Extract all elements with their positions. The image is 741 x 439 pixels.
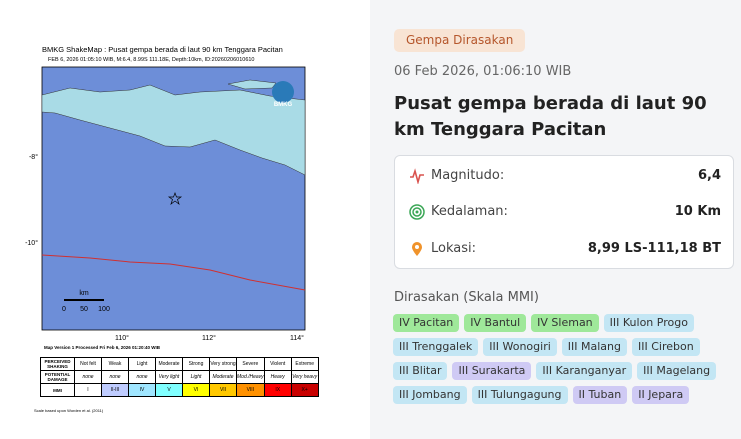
badge: Gempa Dirasakan: [394, 29, 526, 52]
legend-cell: Not felt: [74, 357, 102, 371]
lon-label: 110°: [115, 334, 129, 342]
detail-value: 8,99 LS-111,18 BT: [587, 241, 721, 256]
mmi-tag: III Blitar: [393, 362, 448, 380]
title: Pusat gempa berada di laut 90 km Tenggar…: [394, 93, 707, 140]
legend-cell: IV: [128, 383, 156, 397]
legend-cell: Weak: [101, 357, 129, 371]
detail-label: Lokasi:: [431, 241, 476, 256]
mmi-tag: III Karanganyar: [536, 362, 633, 380]
legend-header: POTENTIAL DAMAGE: [40, 370, 75, 384]
legend-cell: II-III: [101, 383, 129, 397]
felt-title: Dirasakan (Skala MMI): [394, 290, 539, 305]
mmi-tag: III Malang: [561, 338, 627, 356]
legend-cell: Violent: [263, 357, 292, 371]
legend-cell: Severe: [236, 357, 265, 371]
legend-header: PERCEIVED SHAKING: [40, 357, 75, 371]
detail-row: Magnitudo: 6,4: [409, 166, 721, 186]
legend-cell: none: [128, 370, 156, 384]
detail-value: 6,4: [697, 168, 721, 183]
detail-row: Kedalaman: 10 Km: [409, 202, 721, 222]
legend-cell: Very light: [155, 370, 183, 384]
madura-land: [227, 79, 277, 90]
legend-cell: V: [155, 383, 183, 397]
mmi-legend: PERCEIVED SHAKING Not felt Weak Light Modera…: [40, 357, 319, 397]
legend-header: MMI: [40, 383, 75, 397]
footnote: Scale based upon Worden et al. (2011): [34, 408, 104, 413]
mmi-tag: IV Bantul: [464, 314, 527, 332]
mmi-tag: III Cirebon: [632, 338, 700, 356]
lat-label: -8°: [29, 153, 38, 161]
mmi-tag: III Trenggalek: [393, 338, 479, 356]
legend-cell: VII: [209, 383, 237, 397]
logo-text: BMKG: [274, 102, 293, 108]
legend-cell: Mod./Heavy: [236, 370, 265, 384]
legend-cell: Extreme: [290, 357, 319, 371]
legend-row: MMI I II-III IV V VI VII VIII IX X+: [40, 383, 319, 397]
felt-list: IV Pacitan IV Bantul IV Sleman III Kulon Pr…: [393, 314, 738, 404]
mmi-tag: III Jombang: [393, 386, 467, 404]
legend-row: POTENTIAL DAMAGE none none none Very light Li…: [40, 370, 319, 384]
icon-location: [412, 242, 422, 256]
legend-cell: none: [74, 370, 102, 384]
scale-label: 100: [98, 306, 110, 313]
scale-unit: km: [79, 290, 89, 297]
lon-label: 114°: [290, 334, 304, 342]
legend-cell: Moderate: [209, 370, 237, 384]
detail-card: Magnitudo: 6,4 Kedalaman: 10 Km Lokasi: …: [394, 155, 734, 269]
scale-label: 0: [62, 306, 66, 313]
mmi-tag: II Jepara: [632, 386, 690, 404]
legend-cell: VIII: [236, 383, 265, 397]
mmi-tag: III Kulon Progo: [603, 314, 694, 332]
detail-row: Lokasi: 8,99 LS-111,18 BT: [409, 239, 721, 259]
legend-cell: none: [101, 370, 129, 384]
lat-label: -10°: [25, 239, 38, 247]
detail-label: Kedalaman:: [431, 204, 508, 219]
legend-row: PERCEIVED SHAKING Not felt Weak Light Modera…: [40, 357, 319, 371]
legend-cell: Light: [128, 357, 156, 371]
map-title: BMKG ShakeMap : Pusat gempa berada di la…: [42, 45, 283, 54]
logo-icon: [272, 81, 294, 103]
legend-cell: Moderate: [155, 357, 183, 371]
map-subtitle: FEB 6, 2026 01:05:10 WIB, M:6.4, 8.99S 1…: [48, 57, 255, 63]
mmi-tag: IV Sleman: [531, 314, 599, 332]
icon-magnitude: [410, 168, 424, 184]
mmi-tag: III Tulungagung: [471, 386, 568, 404]
lon-label: 112°: [202, 334, 216, 342]
shakemap: BMKG ShakeMap : Pusat gempa berada di la…: [25, 45, 306, 413]
legend-cell: X+: [290, 383, 319, 397]
processed: Map Version 1 Processed Fri Feb 6, 2026 …: [44, 345, 161, 350]
mmi-tag: III Wonogiri: [483, 338, 557, 356]
detail-value: 10 Km: [674, 204, 721, 219]
legend-cell: Heavy: [263, 370, 292, 384]
legend-cell: I: [74, 383, 102, 397]
mmi-tag: III Surakarta: [452, 362, 532, 380]
detail-label: Magnitudo:: [431, 168, 505, 183]
legend-cell: VI: [182, 383, 210, 397]
icon-depth: [409, 204, 425, 220]
mmi-tag: III Magelang: [637, 362, 717, 380]
scale-label: 50: [80, 306, 88, 313]
mmi-tag: IV Pacitan: [393, 314, 460, 332]
trench: [41, 254, 306, 291]
java-land: [41, 84, 306, 176]
legend-cell: Very strong: [209, 357, 237, 371]
date: 06 Feb 2026, 01:06:10 WIB: [394, 64, 572, 79]
epicenter: [167, 192, 183, 205]
legend-cell: IX: [263, 383, 292, 397]
mmi-tag: II Tuban: [572, 386, 628, 404]
legend-cell: Strong: [182, 357, 210, 371]
legend-cell: Light: [182, 370, 210, 384]
legend-cell: Very heavy: [290, 370, 319, 384]
